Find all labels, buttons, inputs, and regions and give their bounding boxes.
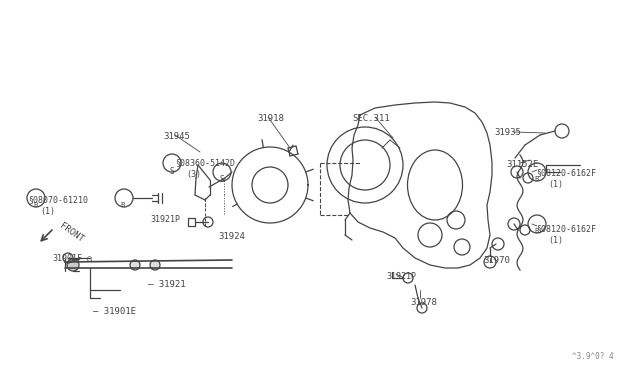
Circle shape	[150, 260, 160, 270]
Circle shape	[484, 256, 496, 268]
Text: 31978: 31978	[410, 298, 437, 307]
Text: 31152E: 31152E	[506, 160, 538, 169]
Circle shape	[523, 173, 533, 183]
Text: 31970: 31970	[483, 256, 510, 265]
Text: (1): (1)	[548, 236, 563, 245]
Text: SEC.311: SEC.311	[352, 114, 390, 123]
Text: 31924: 31924	[218, 232, 245, 241]
Text: B: B	[33, 202, 37, 208]
Text: (1): (1)	[548, 180, 563, 189]
Circle shape	[403, 273, 413, 283]
Text: §08120-6162F: §08120-6162F	[536, 168, 596, 177]
Text: (3): (3)	[186, 170, 201, 179]
Text: S: S	[170, 167, 174, 176]
Circle shape	[508, 218, 520, 230]
Text: B: B	[534, 176, 538, 182]
Circle shape	[520, 225, 530, 235]
Text: 31901F—○: 31901F—○	[52, 253, 92, 262]
Circle shape	[67, 259, 79, 271]
Text: 31945: 31945	[163, 132, 190, 141]
Text: §08360-5142D: §08360-5142D	[175, 158, 235, 167]
Text: FRONT: FRONT	[58, 221, 85, 244]
Text: 31935: 31935	[494, 128, 521, 137]
Text: 31918: 31918	[257, 114, 284, 123]
Circle shape	[130, 260, 140, 270]
Text: ^3.9^0? 4: ^3.9^0? 4	[572, 352, 614, 361]
Circle shape	[492, 238, 504, 250]
Text: §08120-6162F: §08120-6162F	[536, 224, 596, 233]
Text: 31921P: 31921P	[386, 272, 416, 281]
Text: S: S	[219, 175, 223, 184]
Text: §08070-61210: §08070-61210	[28, 195, 88, 204]
Text: B: B	[534, 228, 538, 234]
Text: — 31921: — 31921	[148, 280, 186, 289]
Circle shape	[511, 166, 523, 178]
Text: — 31901E: — 31901E	[93, 307, 136, 316]
Text: B: B	[120, 202, 124, 208]
Text: 31921P: 31921P	[150, 215, 180, 224]
Text: (1): (1)	[40, 207, 55, 216]
Circle shape	[203, 217, 213, 227]
